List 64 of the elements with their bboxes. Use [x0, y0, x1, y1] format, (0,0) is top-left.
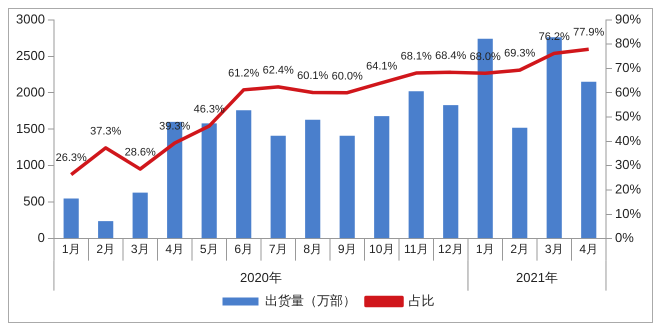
data-label: 39.3% — [159, 120, 190, 133]
x-tick-label: 1月 — [62, 242, 81, 256]
x-tick-label: 4月 — [579, 242, 598, 256]
text: 2020年 — [240, 270, 282, 286]
data-label: 62.4% — [262, 64, 294, 76]
data-label: 68.1% — [400, 50, 432, 63]
bar — [270, 136, 286, 238]
x-tick-label: 1月 — [476, 242, 495, 256]
x-tick-label: 4月 — [165, 242, 184, 256]
bar — [202, 123, 217, 238]
x-tick-label: 3月 — [130, 242, 150, 256]
data-label: 28.6% — [124, 146, 156, 159]
bar — [132, 192, 148, 238]
bar — [340, 136, 355, 238]
bar — [64, 198, 79, 238]
x-tick-label: 7月 — [268, 242, 288, 256]
x-tick-label: 2月 — [510, 242, 530, 256]
y-tick-label: 3000 — [16, 11, 45, 26]
legend-label: 占比 — [408, 293, 434, 308]
y-tick-label: 0 — [38, 230, 45, 246]
bar — [512, 128, 528, 238]
y-tick-label: 1000 — [16, 157, 45, 172]
data-label: 60.1% — [297, 70, 329, 82]
text: 2021年 — [516, 270, 558, 286]
y2-tick-label: 30% — [614, 157, 642, 172]
y2-tick-label: 70% — [614, 60, 642, 75]
y-tick-label: 2500 — [16, 48, 45, 63]
x-tick-label: 5月 — [200, 242, 219, 256]
bar — [443, 105, 458, 238]
bar — [305, 120, 320, 238]
data-label: 68.4% — [435, 50, 467, 62]
x-tick-label: 8月 — [303, 242, 322, 256]
x-tick-label: 12月 — [438, 242, 464, 256]
data-label: 37.3% — [90, 125, 122, 138]
x-tick-label: 11月 — [404, 242, 428, 256]
bar — [408, 91, 424, 238]
data-label: 77.9% — [573, 26, 605, 39]
x-tick-label: 10月 — [369, 242, 394, 256]
y2-tick-label: 80% — [614, 36, 642, 51]
legend-label: 出货量（万部） — [265, 293, 356, 308]
bar — [236, 110, 252, 238]
y2-tick-label: 50% — [614, 108, 642, 124]
y2-tick-label: 10% — [614, 206, 642, 221]
y2-tick-label: 40% — [614, 132, 642, 148]
bar — [98, 221, 114, 238]
x-tick-label: 9月 — [338, 242, 357, 256]
x-tick-label: 3月 — [544, 242, 564, 256]
y-tick-label: 2000 — [16, 84, 45, 100]
data-label: 69.3% — [504, 48, 536, 60]
data-label: 60.0% — [332, 70, 364, 82]
data-label: 61.2% — [228, 67, 260, 80]
bar — [581, 82, 596, 238]
data-label: 76.2% — [538, 30, 570, 43]
y2-tick-label: 0% — [614, 230, 634, 246]
y-tick-label: 1500 — [16, 120, 45, 136]
y2-tick-label: 90% — [614, 11, 642, 26]
x-tick-label: 6月 — [234, 242, 254, 256]
data-label: 64.1% — [366, 60, 398, 72]
y-tick-label: 500 — [23, 194, 45, 209]
y2-tick-label: 60% — [614, 84, 642, 100]
data-label: 26.3% — [56, 152, 87, 164]
bar — [374, 116, 390, 238]
y2-tick-label: 20% — [614, 182, 642, 197]
x-tick-label: 2月 — [96, 242, 116, 256]
